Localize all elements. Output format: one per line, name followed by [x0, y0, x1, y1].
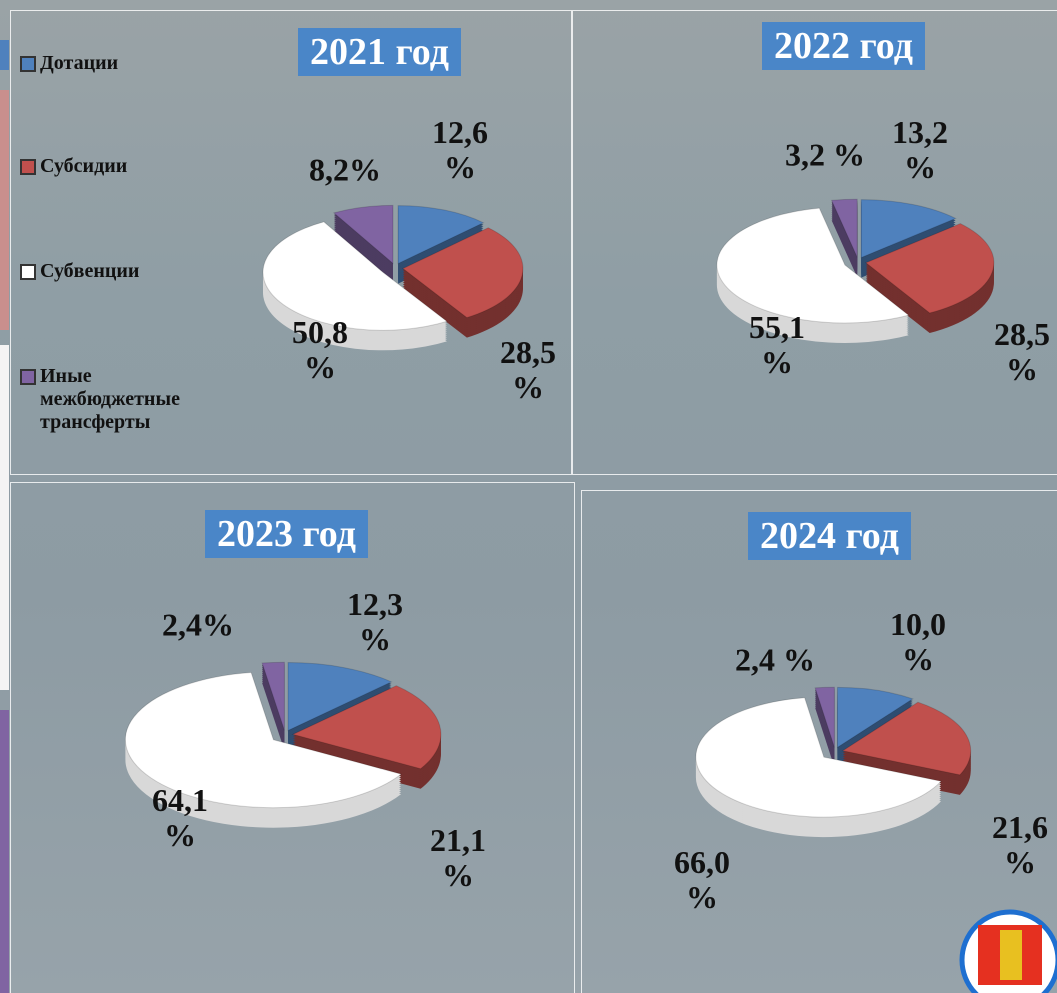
data-label: 21,1 % — [418, 823, 498, 893]
data-label: 55,1 % — [737, 310, 817, 380]
data-label: 66,0 % — [662, 845, 742, 915]
chart-title: 2022 год — [762, 22, 925, 70]
data-label: 2,4% — [158, 607, 238, 642]
legend-entry: Иные межбюджетные трансферты — [20, 365, 220, 434]
data-label: 10,0 % — [878, 607, 958, 677]
data-label: 13,2 % — [880, 115, 960, 185]
legend-label: Иные межбюджетные трансферты — [40, 365, 220, 434]
data-label: 28,5 % — [488, 335, 568, 405]
legend-swatch — [20, 264, 36, 280]
legend-swatch — [20, 369, 36, 385]
data-label: 12,6 % — [420, 115, 500, 185]
slide: Дотации Субсидии Субвенции Иные межбюджетны… — [0, 0, 1057, 993]
data-label: 64,1 % — [140, 783, 220, 853]
data-label: 12,3 % — [335, 587, 415, 657]
legend-entry: Субсидии — [20, 155, 220, 178]
legend-label: Субвенции — [40, 260, 139, 283]
legend-swatch — [20, 159, 36, 175]
data-label: 8,2% — [305, 152, 385, 187]
legend-label: Субсидии — [40, 155, 127, 178]
legend-swatch — [20, 56, 36, 72]
data-label: 21,6 % — [980, 810, 1057, 880]
chart-title: 2024 год — [748, 512, 911, 560]
data-label: 3,2 % — [785, 137, 865, 172]
data-label: 2,4 % — [735, 642, 815, 677]
data-label: 28,5 % — [982, 317, 1057, 387]
legend-label: Дотации — [40, 52, 118, 75]
logo-elk — [1000, 930, 1022, 980]
data-label: 50,8 % — [280, 315, 360, 385]
chart-title: 2023 год — [205, 510, 368, 558]
legend-entry: Субвенции — [20, 260, 220, 283]
chart-title: 2021 год — [298, 28, 461, 76]
legend-entry: Дотации — [20, 52, 220, 75]
